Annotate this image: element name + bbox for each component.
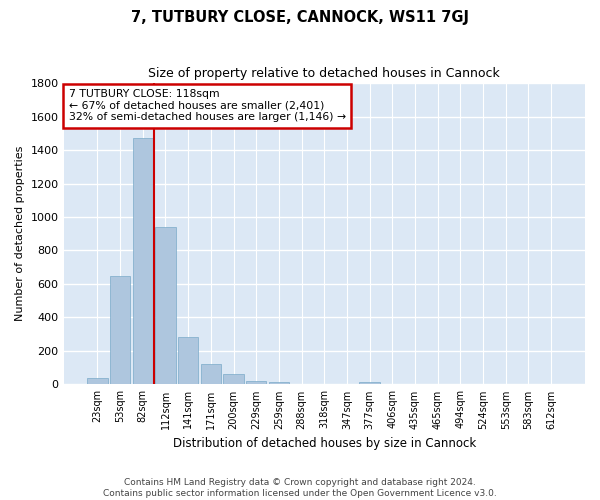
Bar xyxy=(133,138,153,384)
Bar xyxy=(269,382,289,384)
Bar xyxy=(155,227,176,384)
Bar xyxy=(87,378,107,384)
Text: 7, TUTBURY CLOSE, CANNOCK, WS11 7GJ: 7, TUTBURY CLOSE, CANNOCK, WS11 7GJ xyxy=(131,10,469,25)
Bar xyxy=(178,336,199,384)
X-axis label: Distribution of detached houses by size in Cannock: Distribution of detached houses by size … xyxy=(173,437,476,450)
Bar xyxy=(223,374,244,384)
Title: Size of property relative to detached houses in Cannock: Size of property relative to detached ho… xyxy=(148,68,500,80)
Bar xyxy=(110,276,130,384)
Bar xyxy=(246,380,266,384)
Y-axis label: Number of detached properties: Number of detached properties xyxy=(15,146,25,322)
Text: 7 TUTBURY CLOSE: 118sqm
← 67% of detached houses are smaller (2,401)
32% of semi: 7 TUTBURY CLOSE: 118sqm ← 67% of detache… xyxy=(69,89,346,122)
Bar xyxy=(200,364,221,384)
Bar xyxy=(359,382,380,384)
Text: Contains HM Land Registry data © Crown copyright and database right 2024.
Contai: Contains HM Land Registry data © Crown c… xyxy=(103,478,497,498)
